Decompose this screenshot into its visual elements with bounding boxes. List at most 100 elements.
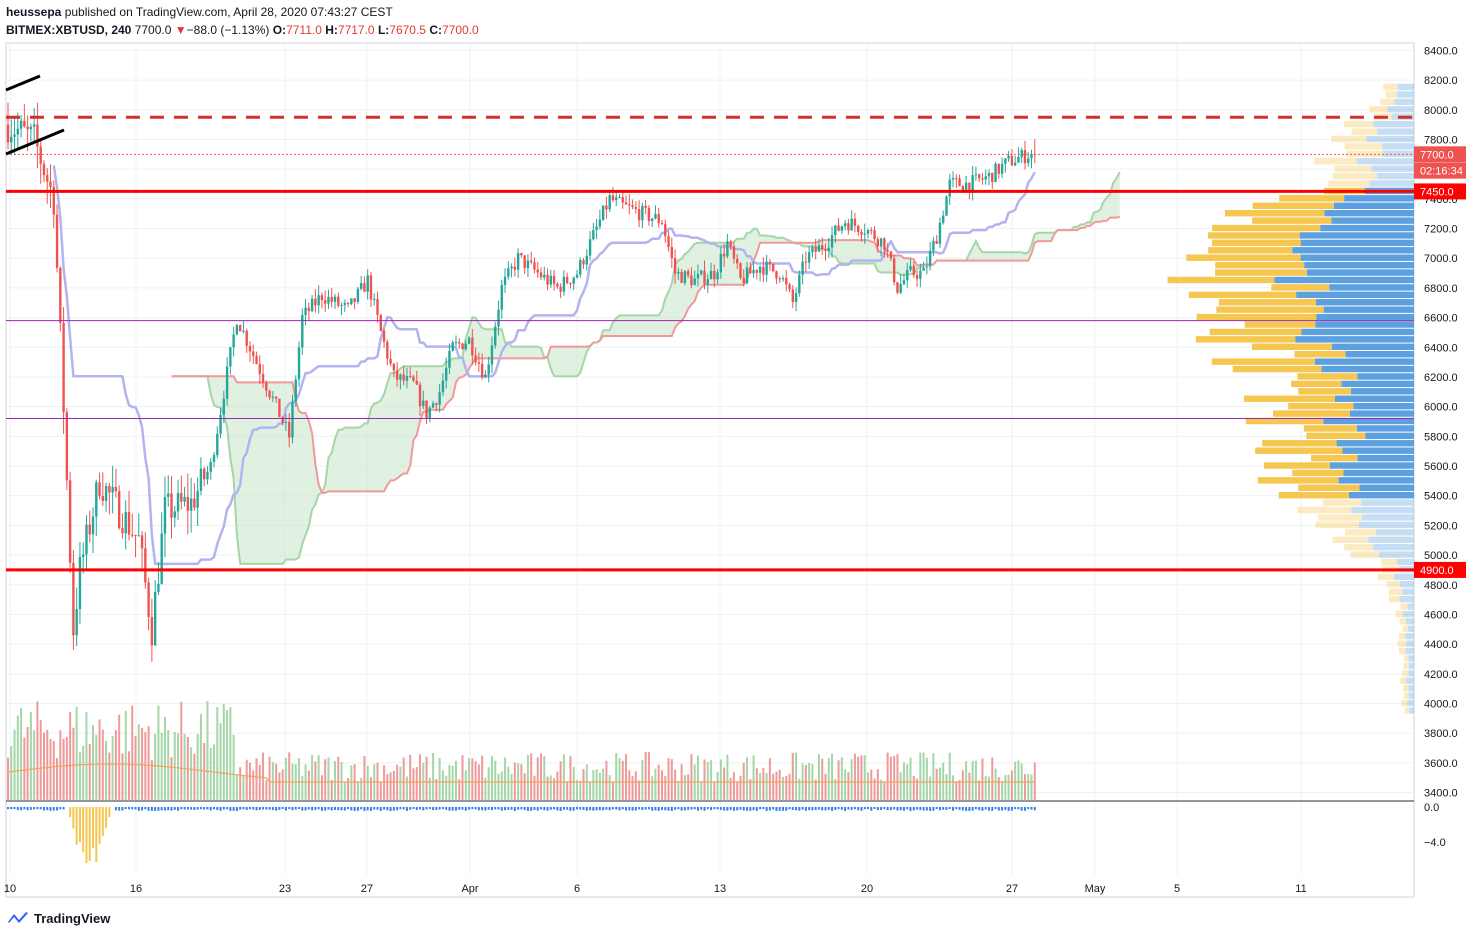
candle-body (199, 468, 203, 491)
candle-body (245, 330, 248, 346)
volume-bar (589, 781, 592, 800)
volume-bar (723, 767, 726, 800)
candle-body (526, 260, 530, 269)
symbol-name[interactable]: BITMEX:XBTUSD, 240 (6, 23, 132, 37)
volume-bar (42, 732, 45, 800)
indicator-lines (52, 165, 1036, 566)
candle-body (925, 266, 929, 268)
vp-down-bar (1271, 284, 1330, 291)
candle-body (771, 263, 775, 272)
volume-bar (984, 776, 987, 800)
osc-bar (369, 807, 372, 811)
candle-body (196, 490, 199, 508)
candle-body (127, 511, 131, 535)
vp-up-bar (1408, 692, 1414, 699)
volume-bar (454, 760, 457, 800)
osc-bar (360, 807, 363, 810)
volume-bar (167, 730, 170, 800)
close-label: C: (429, 23, 442, 37)
osc-bar (56, 807, 59, 811)
candle-body (340, 305, 343, 307)
candle-body (585, 255, 588, 265)
vp-down-bar (1262, 440, 1337, 447)
candle-body (186, 496, 190, 511)
vp-up-bar (1349, 410, 1414, 417)
volume-bar (461, 755, 464, 800)
osc-bar (114, 807, 117, 811)
volume-bar (919, 752, 922, 800)
candle-body (288, 421, 291, 438)
osc-bar (379, 807, 382, 811)
volume-bar (487, 767, 490, 800)
candle-body (592, 229, 595, 240)
candle-body (320, 295, 324, 301)
footer-brand[interactable]: TradingView (6, 910, 110, 926)
volume-bar (314, 761, 317, 800)
vp-up-bar (1351, 506, 1414, 514)
osc-bar (163, 807, 166, 811)
volume-bar (991, 757, 994, 800)
osc-bar (716, 807, 719, 810)
volume-bar (111, 735, 114, 800)
osc-bar (965, 807, 968, 811)
volume-bar (75, 706, 78, 800)
candle-body (428, 407, 432, 420)
osc-bar (919, 807, 922, 811)
osc-bar (549, 807, 552, 810)
candle-body (1000, 163, 1004, 174)
volume-bar (262, 752, 265, 800)
volume-bar (150, 759, 153, 800)
candle-body (984, 176, 987, 180)
osc-bar (703, 807, 706, 811)
candle-body (801, 261, 804, 275)
volume-bar (26, 727, 29, 800)
volume-bar (441, 770, 444, 800)
last-price-tag-bg (1414, 146, 1466, 163)
volume-bar (634, 771, 637, 800)
volume-bar (821, 758, 824, 800)
volume-bar (981, 758, 984, 800)
volume-bar (880, 779, 883, 800)
osc-bar (608, 807, 611, 811)
author-name[interactable]: heussepa (6, 5, 62, 19)
volume-bar (52, 741, 55, 800)
volume-bar (536, 757, 539, 800)
candle-body (137, 535, 140, 537)
last-price: 7700.0 (134, 23, 172, 37)
candle-body (530, 260, 533, 263)
candle-body (794, 293, 798, 302)
candle-body (523, 255, 526, 269)
price-tick-label: 5200.0 (1424, 520, 1458, 532)
vp-up-bar (1397, 558, 1414, 566)
candle-body (235, 325, 239, 335)
candle-body (59, 267, 62, 323)
osc-bar (432, 807, 435, 811)
osc-bar (441, 807, 444, 810)
osc-bar (209, 807, 212, 811)
candle-body (729, 241, 732, 247)
volume-bar (298, 758, 301, 800)
candle-body (621, 197, 624, 203)
volume-bar (419, 754, 422, 800)
volume-bar (415, 767, 418, 800)
candle-body (487, 364, 490, 375)
osc-bar (853, 807, 856, 810)
volume-bar (860, 755, 863, 800)
price-tick-label: 5800.0 (1424, 431, 1458, 443)
osc-bar (26, 807, 29, 811)
candle-body (144, 548, 147, 583)
volume-bar (438, 758, 441, 800)
candle-body (595, 226, 598, 230)
price-chart[interactable]: 8400.08200.08000.07800.07600.07400.07200… (0, 0, 1481, 905)
osc-bar (347, 807, 350, 810)
candle-body (981, 178, 984, 180)
osc-bar (870, 807, 873, 811)
candle-body (170, 493, 173, 518)
volume-bar (163, 716, 166, 800)
osc-bar (154, 807, 157, 811)
candle-body (193, 498, 196, 508)
osc-bar (121, 807, 124, 811)
volume-bar (938, 767, 941, 800)
osc-bar (795, 807, 798, 811)
vp-up-bar (1371, 165, 1414, 172)
